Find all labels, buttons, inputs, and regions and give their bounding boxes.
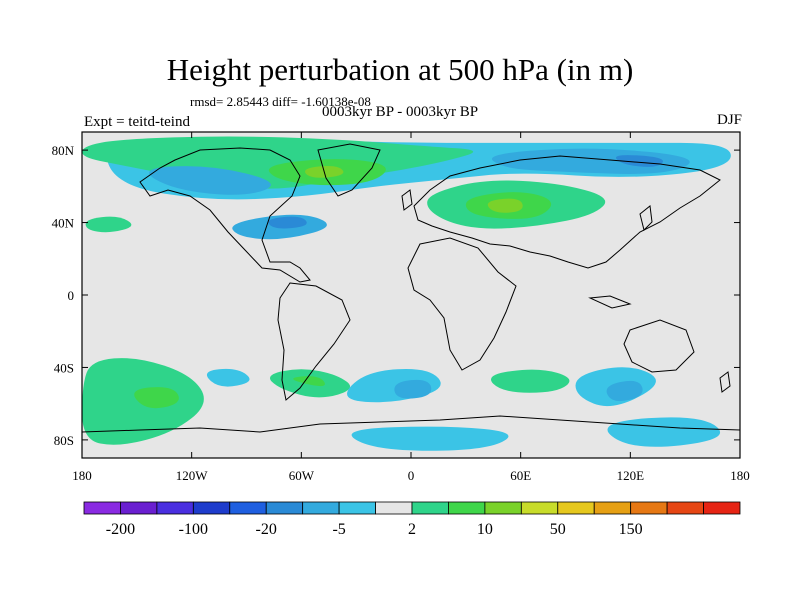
y-tick-label: 0 <box>68 288 75 303</box>
contour-region <box>491 148 690 174</box>
colorbar-label: 10 <box>477 521 493 538</box>
antarctica-coastline <box>82 415 740 433</box>
x-tick-label: 120W <box>176 468 209 483</box>
x-tick-label: 180 <box>730 468 750 483</box>
contour-fill-layer <box>82 136 731 451</box>
colorbar-swatch <box>520 501 559 515</box>
colorbar-label: -5 <box>332 521 345 538</box>
contour-region <box>268 216 307 229</box>
colorbar-swatch <box>83 501 121 515</box>
australia-coastline <box>623 319 695 373</box>
x-tick-label: 60W <box>289 468 315 483</box>
chart-title: Height perturbation at 500 hPa (in m) <box>166 52 634 87</box>
contour-region <box>487 198 523 213</box>
contour-region <box>134 387 179 409</box>
colorbar-swatch <box>484 501 522 515</box>
y-axis-ticks: 80N 40N 0 40S 80S <box>52 143 740 448</box>
japan-coastline <box>639 205 653 231</box>
colorbar-label: -20 <box>256 521 277 538</box>
colorbar-swatch <box>156 501 194 515</box>
south-america-coastline <box>277 282 351 401</box>
contour-region <box>490 369 570 393</box>
eurasia-coastline <box>413 155 721 269</box>
y-tick-label: 40S <box>54 360 74 375</box>
new-zealand-coastline <box>719 371 731 393</box>
y-tick-label: 80N <box>52 143 75 158</box>
contour-region <box>293 376 325 387</box>
y-tick-label: 80S <box>54 433 74 448</box>
colorbar-swatch <box>593 501 632 515</box>
north-america-coastline <box>139 147 311 283</box>
coastline-layer <box>82 143 740 433</box>
greenland-coastline <box>317 143 381 197</box>
x-axis-ticks: 180 120W 60W 0 60E 120E 180 <box>72 132 750 483</box>
indonesia-coastline <box>588 295 632 309</box>
x-tick-label: 60E <box>510 468 531 483</box>
contour-region <box>206 368 250 387</box>
colorbar-swatch <box>265 501 304 515</box>
colorbar-label: 50 <box>550 521 566 538</box>
contour-region <box>615 155 663 167</box>
colorbar-swatch <box>120 501 158 515</box>
rmsd-diff-stats: rmsd= 2.85443 diff= -1.60138e-08 <box>190 94 371 109</box>
period-label: 0003kyr BP - 0003kyr BP <box>321 104 479 120</box>
colorbar-swatch <box>666 501 704 515</box>
colorbar-swatch <box>192 501 231 515</box>
colorbar-swatch <box>302 501 340 515</box>
colorbar-swatch <box>630 501 668 515</box>
colorbar-swatch <box>411 501 449 515</box>
x-tick-label: 180 <box>72 468 92 483</box>
africa-coastline <box>407 237 517 371</box>
x-tick-label: 120E <box>617 468 645 483</box>
season-label: DJF <box>716 112 742 128</box>
colorbar-label: 2 <box>408 521 416 538</box>
y-tick-label: 40N <box>52 216 75 231</box>
contour-region <box>85 216 132 233</box>
colorbar-label: -100 <box>179 521 208 538</box>
colorbar-label: -200 <box>106 521 135 538</box>
colorbar-swatch <box>448 501 486 515</box>
contour-region <box>606 380 643 402</box>
colorbar-swatch <box>229 501 267 515</box>
colorbar-swatch <box>703 501 741 515</box>
experiment-label: Expt = teitd-teind <box>84 114 190 130</box>
contour-region <box>351 426 509 451</box>
colorbar-label: 150 <box>619 521 643 538</box>
x-tick-label: 0 <box>408 468 415 483</box>
colorbar-swatch <box>557 501 595 515</box>
colorbar-swatch <box>375 501 413 515</box>
colorbar: -200 -100 -20 -5 2 10 50 150 <box>83 501 741 538</box>
contour-region <box>394 379 432 399</box>
uk-coastline <box>401 189 413 211</box>
contour-region <box>149 166 271 195</box>
colorbar-swatch <box>338 501 376 515</box>
